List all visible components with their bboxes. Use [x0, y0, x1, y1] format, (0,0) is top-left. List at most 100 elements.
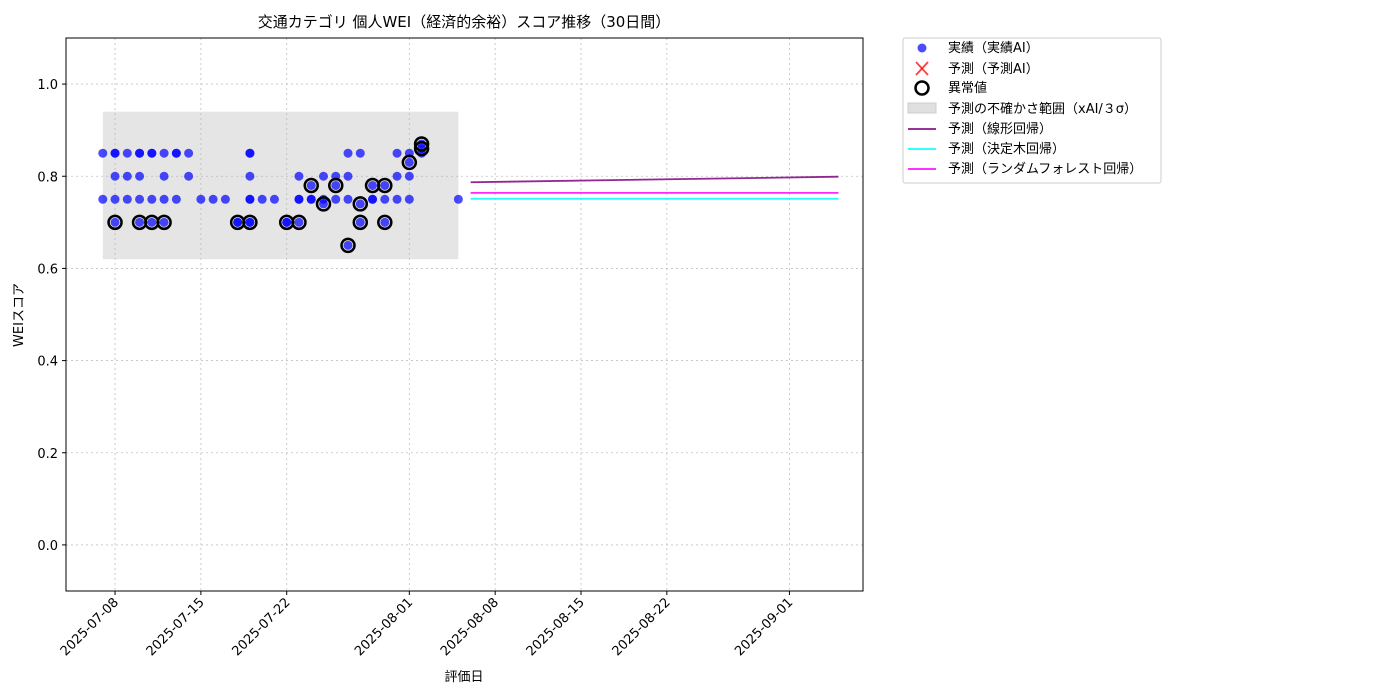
- actual-point: [343, 171, 353, 181]
- actual-point: [220, 194, 230, 204]
- actual-point: [282, 217, 292, 227]
- x-tick-label: 2025-08-22: [610, 595, 674, 659]
- actual-point: [355, 148, 365, 158]
- y-tick-label: 0.6: [37, 262, 58, 277]
- y-tick-label: 0.2: [37, 447, 58, 462]
- actual-point: [404, 157, 414, 167]
- x-tick-label: 2025-07-15: [144, 595, 208, 659]
- plot-area: [65, 37, 864, 592]
- legend-actual-label: 実績（実績AI）: [948, 40, 1039, 56]
- actual-point: [159, 217, 169, 227]
- actual-point: [135, 217, 145, 227]
- x-tick-label: 2025-08-08: [438, 595, 502, 659]
- actual-point: [245, 217, 255, 227]
- actual-point: [122, 171, 132, 181]
- legend-anomaly-marker: [914, 80, 930, 96]
- x-tick-label: 2025-09-01: [732, 595, 796, 659]
- actual-point: [343, 240, 353, 250]
- actual-point: [171, 148, 181, 158]
- actual-point: [98, 148, 108, 158]
- anomaly-marker: [377, 177, 393, 194]
- actual-point: [294, 217, 304, 227]
- chart-title: 交通カテゴリ 個人WEI（経済的余裕）スコア推移（30日間）: [258, 13, 671, 31]
- legend-predicted-marker: [915, 61, 929, 76]
- x-tick-label: 2025-08-15: [524, 595, 588, 659]
- actual-point: [380, 194, 390, 204]
- actual-point: [110, 194, 120, 204]
- actual-point: [245, 148, 255, 158]
- anomaly-marker: [377, 214, 393, 231]
- actual-point: [98, 194, 108, 204]
- actual-point: [147, 217, 157, 227]
- actual-point: [318, 171, 328, 181]
- actual-point: [368, 180, 378, 190]
- actual-point: [147, 194, 157, 204]
- actual-point: [453, 194, 463, 204]
- actual-point: [159, 194, 169, 204]
- actual-point: [355, 199, 365, 209]
- anomaly-marker: [107, 214, 123, 231]
- x-tick-label: 2025-07-22: [229, 595, 293, 659]
- y-tick-label: 0.8: [37, 170, 58, 185]
- anomaly-marker: [401, 154, 418, 171]
- actual-point: [122, 194, 132, 204]
- actual-point: [233, 217, 243, 227]
- actual-point: [208, 194, 218, 204]
- x-tick-label: 2025-08-01: [352, 595, 416, 659]
- legend: 実績（実績AI） 予測（予測AI） 異常値 予測の不確かさ範囲（xAI/３σ） …: [902, 37, 1162, 184]
- legend-band-label: 予測の不確かさ範囲（xAI/３σ）: [948, 101, 1137, 117]
- actual-point: [294, 171, 304, 181]
- legend-tree-label: 予測（決定木回帰）: [948, 141, 1065, 157]
- anomaly-marker: [340, 237, 356, 254]
- anomaly-marker: [413, 140, 430, 157]
- uncertainty-band: [102, 111, 459, 260]
- x-axis: 2025-07-08 2025-07-15 2025-07-22 2025-08-01…: [58, 591, 796, 659]
- actual-point: [110, 148, 120, 158]
- actual-point: [147, 148, 157, 158]
- actual-point: [368, 194, 378, 204]
- x-tick-label: 2025-07-08: [58, 595, 122, 659]
- actual-point: [294, 194, 304, 204]
- actual-point: [404, 194, 414, 204]
- actual-point: [331, 180, 341, 190]
- actual-point: [122, 148, 132, 158]
- legend-box: [902, 37, 1162, 184]
- legend-linear-label: 予測（線形回帰）: [948, 121, 1052, 137]
- legend-forest-label: 予測（ランダムフォレスト回帰）: [948, 161, 1142, 177]
- actual-point: [257, 194, 267, 204]
- actual-point: [135, 148, 145, 158]
- actual-point: [355, 217, 365, 227]
- y-axis: 0.0 0.2 0.4 0.6 0.8 1.0: [37, 78, 66, 554]
- actual-point: [184, 171, 194, 181]
- anomaly-marker: [352, 196, 369, 212]
- actual-point: [196, 194, 206, 204]
- y-tick-label: 1.0: [37, 78, 58, 93]
- actual-point: [343, 194, 353, 204]
- actual-point: [159, 171, 169, 181]
- anomaly-marker: [352, 214, 369, 231]
- actual-point: [245, 171, 255, 181]
- actual-point: [159, 148, 169, 158]
- anomaly-marker: [156, 214, 172, 231]
- y-tick-label: 0.0: [37, 539, 58, 554]
- actual-point: [306, 194, 316, 204]
- actual-point: [184, 148, 194, 158]
- legend-anomaly-label: 異常値: [948, 80, 987, 96]
- anomaly-marker: [315, 196, 332, 212]
- anomaly-marker: [328, 177, 344, 194]
- anomaly-marker: [303, 177, 319, 194]
- legend-band-marker: [907, 102, 937, 114]
- actual-point: [245, 194, 255, 204]
- actual-point: [343, 148, 353, 158]
- legend-actual-marker: [917, 43, 927, 53]
- actual-point: [269, 194, 279, 204]
- actual-point: [110, 171, 120, 181]
- actual-point: [380, 217, 390, 227]
- actual-point: [380, 180, 390, 190]
- plot-frame: [65, 37, 864, 592]
- legend-predicted-label: 予測（予測AI）: [948, 62, 1039, 77]
- actual-point: [171, 194, 181, 204]
- anomaly-marker: [413, 136, 430, 152]
- y-tick-label: 0.4: [37, 355, 58, 370]
